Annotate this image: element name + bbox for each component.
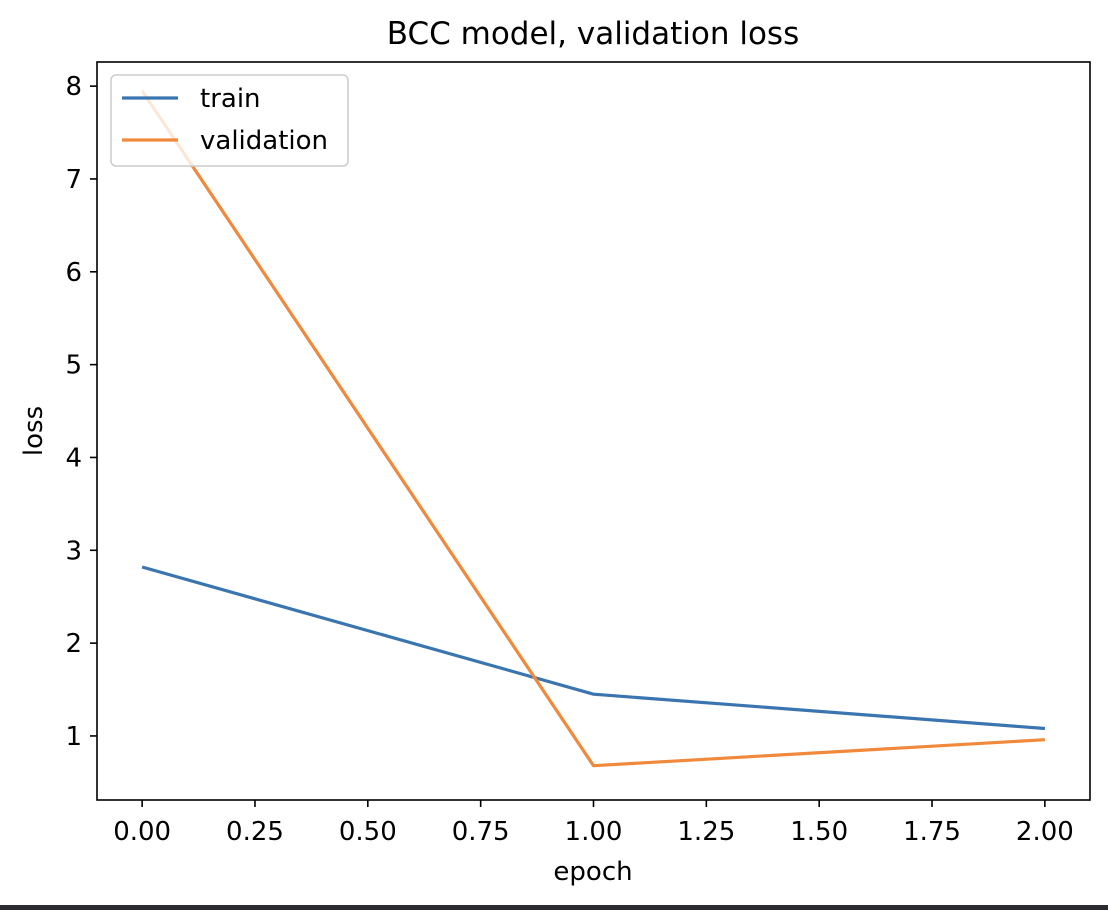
y-axis: 1 2 3 4 5 6 7 8 bbox=[65, 72, 97, 752]
y-tick-label: 8 bbox=[65, 72, 82, 102]
x-tick-label: 2.00 bbox=[1016, 817, 1074, 847]
x-tick-label: 0.50 bbox=[339, 817, 397, 847]
y-tick-label: 6 bbox=[65, 258, 82, 288]
legend: train validation bbox=[110, 74, 349, 167]
x-tick-label: 1.50 bbox=[790, 817, 848, 847]
y-tick-label: 1 bbox=[65, 722, 82, 752]
series-line-train bbox=[141, 565, 1046, 731]
y-tick-label: 3 bbox=[65, 536, 82, 566]
x-tick-label: 0.25 bbox=[226, 817, 284, 847]
series-line-validation bbox=[140, 89, 1045, 768]
bottom-bar bbox=[0, 905, 1108, 910]
chart-title: BCC model, validation loss bbox=[387, 16, 799, 52]
axes-frame bbox=[96, 61, 1091, 801]
y-tick-label: 5 bbox=[65, 351, 82, 381]
y-tick-label: 4 bbox=[65, 443, 82, 473]
x-axis: 0.00 0.25 0.50 0.75 1.00 1.25 1.50 1.75 2.00 bbox=[113, 800, 1074, 847]
legend-label-train: train bbox=[200, 84, 261, 114]
x-tick-label: 1.00 bbox=[565, 817, 623, 847]
y-axis-label: loss bbox=[19, 406, 49, 456]
x-tick-label: 0.00 bbox=[113, 817, 171, 847]
x-tick-label: 0.75 bbox=[452, 817, 510, 847]
y-tick-label: 7 bbox=[65, 165, 82, 195]
y-tick-label: 2 bbox=[65, 629, 82, 659]
x-tick-label: 1.25 bbox=[677, 817, 735, 847]
x-axis-label: epoch bbox=[553, 857, 632, 887]
legend-label-validation: validation bbox=[200, 126, 328, 156]
x-tick-label: 1.75 bbox=[903, 817, 961, 847]
plot-area bbox=[140, 89, 1046, 768]
